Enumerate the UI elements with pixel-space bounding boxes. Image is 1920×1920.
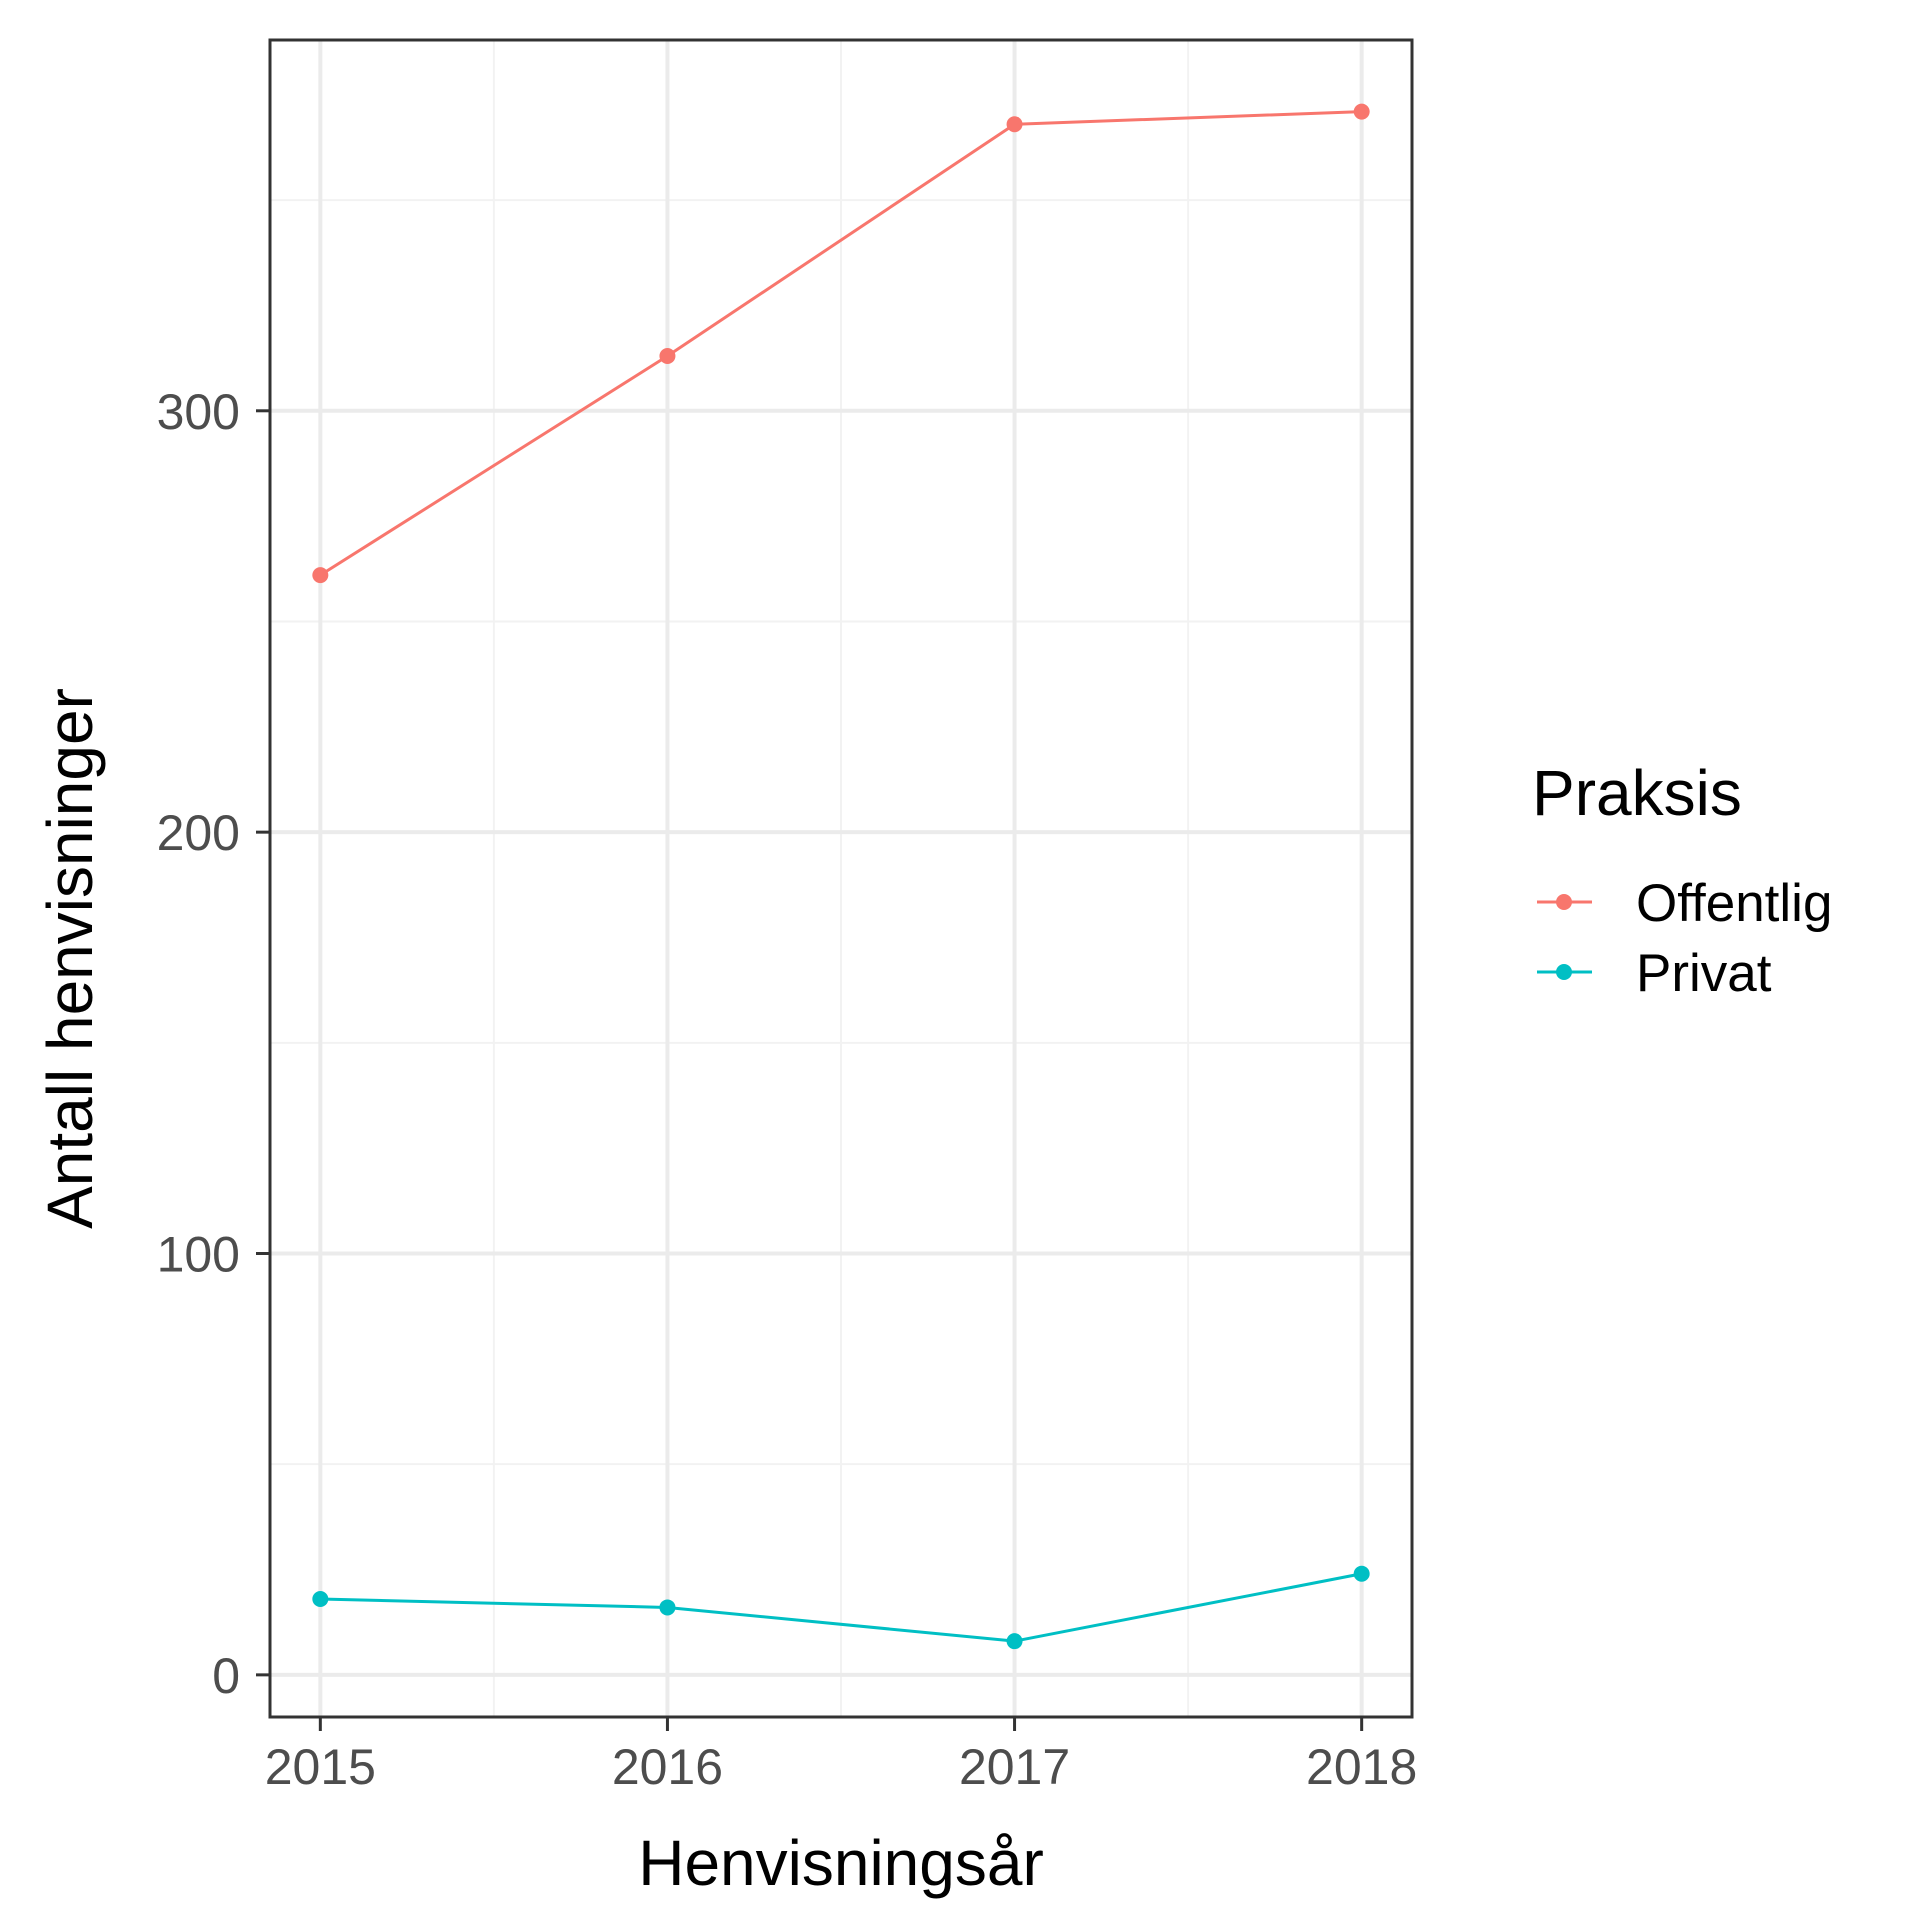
data-point-privat — [312, 1591, 329, 1608]
data-point-offentlig — [1353, 103, 1370, 120]
legend-key-point — [1556, 964, 1572, 980]
x-tick-label: 2018 — [1306, 1739, 1417, 1795]
plot-border — [268, 38, 1414, 1719]
major-gridlines — [270, 40, 1412, 1717]
series-line-offentlig — [319, 110, 1362, 577]
legend: Praksis Offentlig Privat — [1532, 757, 1832, 1003]
legend-label: Privat — [1636, 944, 1772, 1003]
data-point-offentlig — [312, 567, 329, 584]
y-axis: 0 100 200 300 — [157, 384, 270, 1704]
y-axis-title: Antall henvisninger — [34, 688, 106, 1229]
x-tick-label: 2017 — [959, 1739, 1070, 1795]
data-point-privat — [1006, 1633, 1023, 1650]
legend-label: Offentlig — [1636, 874, 1832, 933]
series-line-privat — [320, 1572, 1362, 1643]
y-tick-label: 0 — [212, 1648, 240, 1704]
x-axis: 2015 2016 2017 2018 — [265, 1717, 1417, 1795]
minor-gridlines — [270, 40, 1412, 1717]
legend-key-point — [1556, 894, 1572, 910]
x-tick-label: 2015 — [265, 1739, 376, 1795]
data-point-offentlig — [1006, 116, 1023, 133]
x-axis-title: Henvisningsår — [638, 1827, 1044, 1899]
data-point-privat — [1353, 1565, 1370, 1582]
legend-items: Offentlig Privat — [1537, 874, 1832, 1003]
data-point-offentlig — [659, 348, 676, 365]
y-tick-label: 300 — [157, 384, 240, 440]
x-tick-label: 2016 — [612, 1739, 723, 1795]
series-layer — [312, 103, 1370, 1650]
legend-title: Praksis — [1532, 757, 1742, 829]
y-tick-label: 200 — [157, 805, 240, 861]
y-tick-label: 100 — [157, 1227, 240, 1283]
data-point-privat — [659, 1599, 676, 1616]
